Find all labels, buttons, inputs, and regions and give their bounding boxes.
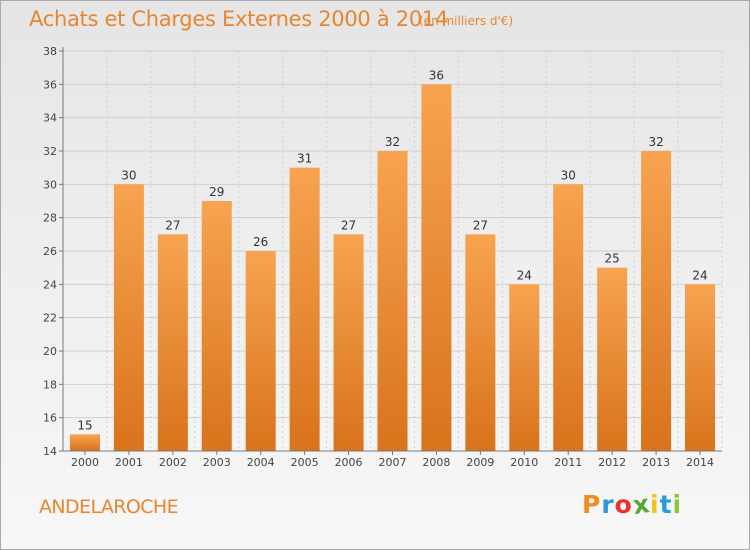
x-tick-label: 2001 <box>115 456 143 469</box>
x-tick-label: 2003 <box>203 456 231 469</box>
x-tick-label: 2002 <box>159 456 187 469</box>
logo-letter: x <box>630 488 652 521</box>
logo-letter: o <box>614 490 633 519</box>
bar <box>201 201 232 451</box>
bar <box>69 434 100 451</box>
value-label: 26 <box>253 235 268 249</box>
value-label: 29 <box>209 185 224 199</box>
axes <box>59 47 722 455</box>
y-tick-label: 22 <box>43 312 57 325</box>
x-tick-label: 2014 <box>686 456 714 469</box>
y-tick-label: 36 <box>43 78 57 91</box>
value-label: 27 <box>165 218 180 232</box>
value-label: 32 <box>385 135 400 149</box>
value-label: 15 <box>77 418 92 432</box>
y-tick-label: 24 <box>43 278 57 291</box>
value-label: 27 <box>473 218 488 232</box>
bar <box>685 284 716 451</box>
bar <box>113 184 144 452</box>
x-tick-label: 2009 <box>466 456 494 469</box>
value-label: 30 <box>121 168 136 182</box>
logo-letter: P <box>582 490 602 519</box>
value-label: 30 <box>561 168 576 182</box>
bars <box>69 84 716 452</box>
value-label: 27 <box>341 218 356 232</box>
y-tick-label: 26 <box>43 245 57 258</box>
labels: 14 16 18 20 22 24 26 28 30 32 34 36 38 15 2000 30 2001 27… <box>43 45 714 469</box>
x-tick-label: 2000 <box>71 456 99 469</box>
value-label: 31 <box>297 152 312 166</box>
value-label: 24 <box>517 268 532 282</box>
x-tick-label: 2007 <box>379 456 407 469</box>
bar <box>377 151 408 451</box>
y-tick-label: 16 <box>43 412 57 425</box>
bar <box>421 84 452 451</box>
y-tick-label: 28 <box>43 212 57 225</box>
bar <box>509 284 540 451</box>
logo-letter: t <box>659 490 673 519</box>
y-tick-label: 14 <box>43 445 57 458</box>
x-tick-label: 2008 <box>422 456 450 469</box>
bar <box>553 184 584 452</box>
commune-name: ANDELAROCHE <box>39 496 179 518</box>
bar <box>333 234 364 451</box>
y-tick-label: 20 <box>43 345 57 358</box>
value-label: 32 <box>648 135 663 149</box>
bar <box>465 234 496 451</box>
bar <box>289 167 320 451</box>
chart-title: Achats et Charges Externes 2000 à 2014 <box>29 7 449 31</box>
y-tick-label: 34 <box>43 112 57 125</box>
x-tick-label: 2005 <box>291 456 319 469</box>
x-tick-label: 2013 <box>642 456 670 469</box>
logo-letter: i <box>650 490 660 519</box>
x-tick-label: 2004 <box>247 456 275 469</box>
proxiti-logo: Proxiti <box>582 488 683 521</box>
bar <box>597 267 628 451</box>
x-tick-label: 2010 <box>510 456 538 469</box>
chart-subtitle: (en milliers d'€) <box>419 14 514 28</box>
y-tick-label: 18 <box>43 378 57 391</box>
bar <box>641 151 672 451</box>
x-tick-label: 2011 <box>554 456 582 469</box>
logo-letter: r <box>601 490 615 519</box>
y-tick-label: 32 <box>43 145 57 158</box>
value-label: 24 <box>692 268 707 282</box>
value-label: 36 <box>429 68 444 82</box>
y-tick-label: 38 <box>43 45 57 58</box>
x-tick-label: 2012 <box>598 456 626 469</box>
bar <box>157 234 188 451</box>
value-label: 25 <box>605 252 620 266</box>
y-tick-label: 30 <box>43 178 57 191</box>
bar <box>245 251 276 451</box>
logo-letter: i <box>672 490 683 519</box>
x-tick-label: 2006 <box>335 456 363 469</box>
